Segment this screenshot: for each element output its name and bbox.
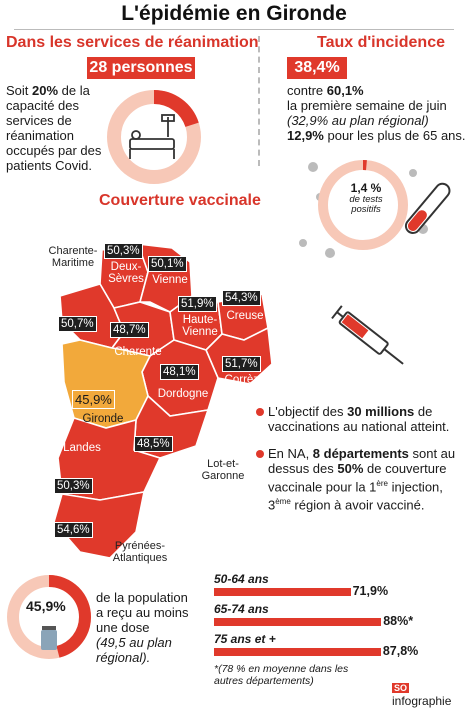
value-haute-vienne: 51,9% — [178, 296, 217, 312]
reanimation-heading: Dans les services de réanimation — [6, 34, 259, 51]
note2-bold2: 50% — [337, 461, 364, 476]
brand-logo: SO infographie — [392, 680, 468, 708]
brand-name: infographie — [392, 694, 452, 708]
age-bar-chart: 50-64 ans 71,9% 65-74 ans 88%* 75 ans et + 87… — [214, 572, 462, 662]
note2-post: région à avoir vacciné. — [290, 497, 425, 513]
population-text: de la population a reçu au moins une dos… — [96, 590, 198, 665]
note2-mid: sont au dessus des — [268, 446, 456, 476]
reanimation-text-post: de la capacité des services de réanimati… — [6, 83, 102, 173]
reanimation-text: Soit 20% de la capacité des services de … — [6, 83, 114, 173]
page-title: L'épidémie en Gironde — [121, 2, 347, 25]
tests-donut — [299, 160, 451, 258]
test-tube-icon — [404, 182, 451, 234]
donut-arc — [107, 90, 201, 184]
incidence-line1-val: 60,1% — [326, 83, 364, 98]
incidence-rate: 38,4% — [287, 57, 347, 79]
title-divider — [14, 29, 454, 30]
note2-mid3: injection, 3 — [268, 479, 443, 513]
reanimation-pct: 20% — [32, 83, 59, 98]
note1-pre: L'objectif des — [268, 404, 348, 419]
bullet-icon — [256, 408, 264, 416]
brand-logo-mark: SO — [392, 683, 410, 693]
vaccination-note-1: L'objectif des 30 millions de vaccinatio… — [256, 404, 461, 434]
donut-arc — [7, 575, 91, 659]
donut-arc — [318, 160, 408, 250]
incidence-line4-val: 12,9% — [287, 128, 324, 143]
population-pct: 45,9% — [26, 598, 66, 614]
hospital-bed-icon — [129, 114, 175, 159]
reanimation-donut — [107, 90, 201, 184]
note2-pre: En NA, — [268, 446, 313, 461]
value-gironde: 45,9% — [72, 390, 115, 409]
bar-category-label: 50-64 ans — [214, 572, 269, 586]
bar-value-label: 87,8% — [382, 644, 419, 658]
value-landes: 50,3% — [54, 478, 93, 494]
label-gironde: Gironde — [82, 413, 124, 425]
chart-annotation: *(78 % en moyenne dans les autres départ… — [214, 663, 349, 687]
incidence-line2: la première semaine de juin — [287, 98, 447, 113]
note2-bold1: 8 départements — [312, 446, 409, 461]
vaccination-note-2: En NA, 8 départements sont au dessus des… — [256, 446, 461, 513]
value-correze: 51,7% — [222, 356, 261, 372]
incidence-line1-pre: contre — [287, 83, 327, 98]
population-note: (49,5 au plan régional). — [96, 635, 172, 665]
label-correze: Corrèze — [224, 374, 266, 386]
label-charente: Charente — [114, 346, 162, 358]
value-lot-et-garonne: 48,5% — [134, 436, 173, 452]
tests-label: 1,4 % de tests positifs — [343, 181, 389, 215]
value-deux-sevres: 50,3% — [104, 243, 143, 259]
value-pyrenees-atlantiques: 54,6% — [54, 522, 93, 538]
bar-value-label: 88%* — [383, 614, 414, 628]
note2-sup2: ème — [275, 497, 291, 507]
label-pyrenees-atlantiques: Pyrénées-Atlantiques — [112, 540, 168, 564]
label-vienne: Vienne — [152, 274, 188, 286]
bar-category-label: 65-74 ans — [214, 602, 269, 616]
incidence-heading: Taux d'incidence — [317, 34, 445, 51]
bar-value-label: 71,9% — [352, 584, 389, 598]
note1-post: de vaccinations au national atteint. — [268, 404, 450, 434]
label-dordogne: Dordogne — [157, 388, 209, 400]
value-dordogne: 48,1% — [160, 364, 199, 380]
value-creuse: 54,3% — [222, 290, 261, 306]
label-deux-sevres: Deux-Sèvres — [108, 261, 144, 285]
label-haute-vienne: Haute-Vienne — [182, 314, 218, 338]
bar — [214, 648, 381, 656]
reanimation-text-pre: Soit — [6, 83, 33, 98]
label-creuse: Creuse — [226, 310, 264, 322]
vaccination-heading: Couverture vaccinale — [99, 192, 261, 209]
reanimation-count: 28 personnes — [87, 57, 195, 79]
tests-pct: 1,4 % — [350, 181, 382, 195]
label-lot-et-garonne: Lot-et-Garonne — [201, 458, 245, 482]
tests-caption: de tests positifs — [349, 194, 383, 215]
syringe-icon — [331, 305, 404, 365]
section-divider — [258, 36, 260, 166]
bar — [214, 588, 351, 596]
note2-mid2: de couverture vaccinale pour la 1 — [268, 461, 447, 495]
note2-sup1: ère — [376, 479, 388, 488]
bullet-icon — [256, 450, 264, 458]
value-vienne: 50,1% — [148, 256, 187, 272]
label-landes: Landes — [63, 442, 101, 454]
incidence-text: contre 60,1% la première semaine de juin… — [287, 83, 467, 143]
bar — [214, 618, 382, 626]
value-charente-maritime: 50,7% — [58, 316, 97, 332]
population-text-main: de la population a reçu au moins une dos… — [96, 590, 189, 635]
label-charente-maritime: Charente-Maritime — [48, 245, 98, 269]
note1-bold: 30 millions — [347, 404, 415, 419]
population-donut — [7, 575, 91, 659]
bar-category-label: 75 ans et + — [214, 632, 276, 646]
vaccine-vial-icon — [41, 626, 57, 650]
value-charente: 48,7% — [110, 322, 149, 338]
incidence-line3: (32,9% au plan régional) — [287, 113, 429, 128]
incidence-line4-post: pour les plus de 65 ans. — [323, 128, 466, 143]
